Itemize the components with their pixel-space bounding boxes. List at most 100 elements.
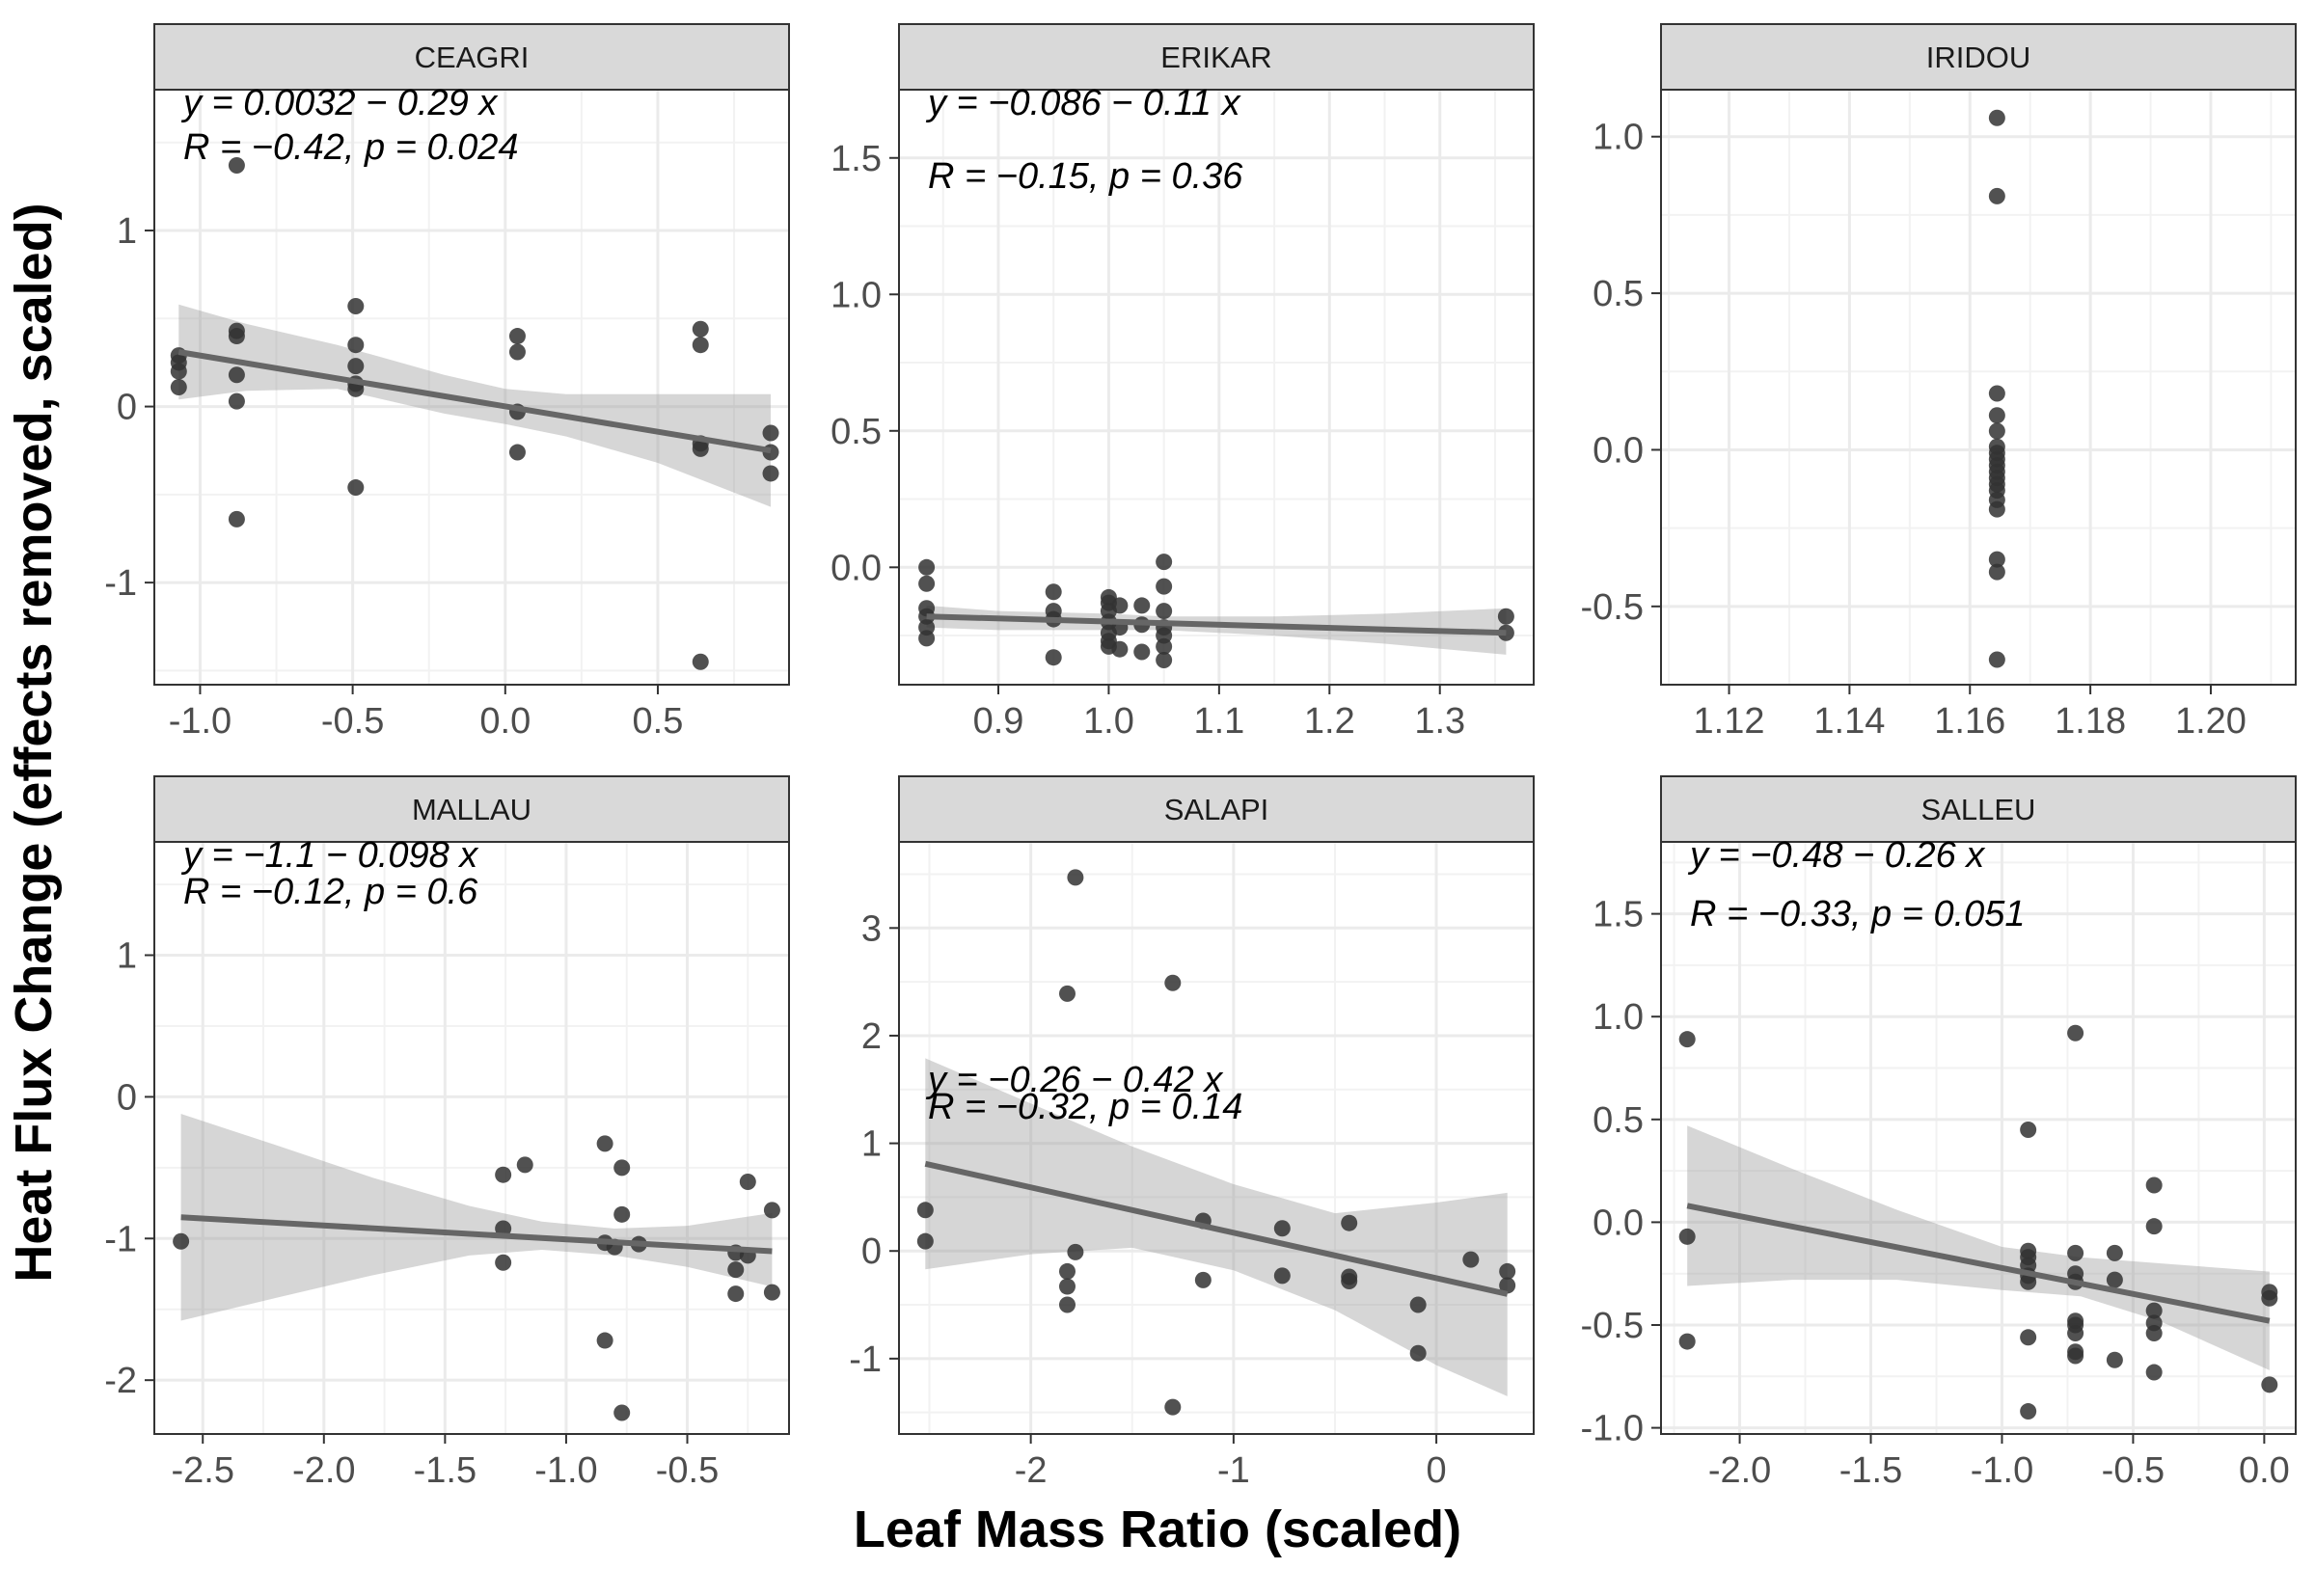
y-tick-label: -0.5 — [1581, 1306, 1644, 1346]
facet-strip-label: MALLAU — [412, 793, 531, 826]
data-point — [2106, 1351, 2123, 1368]
data-point — [596, 1332, 613, 1349]
data-point — [916, 1232, 934, 1250]
data-point — [613, 1205, 631, 1223]
confidence-band — [180, 1114, 773, 1321]
facet-strip — [153, 23, 790, 91]
data-point — [2067, 1347, 2084, 1365]
y-tick-label: -0.5 — [1581, 587, 1644, 628]
data-point — [1194, 1271, 1212, 1288]
y-tick-label: -1 — [104, 1219, 137, 1259]
confidence-band — [1687, 1125, 2270, 1370]
panel-erikar: ERIKAR 0.0 0.5 1.0 1.5 0.9 1.0 1.1 1.2 1.3 y = −0.… — [831, 23, 1535, 742]
data-point — [1067, 869, 1084, 886]
data-point — [228, 510, 245, 527]
data-point — [692, 320, 709, 338]
data-point — [692, 653, 709, 670]
data-point — [495, 1254, 512, 1271]
data-point — [228, 366, 245, 384]
data-point — [2020, 1403, 2037, 1420]
x-tick-label: 1.16 — [1934, 701, 2005, 742]
data-point — [2020, 1273, 2037, 1290]
data-point — [347, 479, 365, 497]
data-point — [1156, 637, 1173, 655]
y-tick-label: 0 — [117, 388, 137, 428]
facet-strip-label: IRIDOU — [1926, 41, 2031, 74]
data-point — [1164, 974, 1182, 991]
x-tick-label: 1.3 — [1414, 701, 1465, 742]
data-point — [1164, 1398, 1182, 1416]
y-tick-label: -1 — [849, 1339, 882, 1380]
x-tick-label: -0.5 — [2102, 1450, 2165, 1491]
data-point — [596, 1135, 613, 1152]
y-tick-label: 0.0 — [831, 548, 882, 588]
panel-background — [154, 90, 789, 685]
regression-equation: y = −0.48 − 0.26 x — [1687, 835, 1986, 876]
data-point — [2145, 1218, 2163, 1235]
data-point — [2261, 1376, 2278, 1393]
panel-salleu: SALLEU -1.0 -0.5 0.0 0.5 1.0 1.5 -2.0 -1.5 -1.0 -0… — [1581, 775, 2297, 1491]
data-point — [1499, 1277, 1516, 1294]
data-point — [727, 1261, 745, 1279]
x-tick-label: 0.0 — [479, 701, 531, 742]
data-point — [347, 337, 365, 354]
data-point — [1409, 1344, 1427, 1362]
panel-salapi: SALAPI -1 0 1 2 3 -2 -1 0 y = −0.26 − 0.42 xR = −… — [849, 775, 1535, 1491]
data-point — [228, 156, 245, 174]
regression-line — [924, 1160, 1509, 1297]
data-point — [347, 298, 365, 315]
x-tick-label: 1.18 — [2055, 701, 2126, 742]
y-tick-label: 3 — [861, 908, 882, 949]
data-point — [1156, 578, 1173, 595]
y-tick-label: 0.5 — [1593, 1100, 1644, 1141]
data-point — [228, 328, 245, 345]
facet-strip-label: SALAPI — [1164, 793, 1269, 826]
confidence-band — [178, 304, 772, 507]
data-point — [1058, 985, 1076, 1002]
data-point — [2067, 1325, 2084, 1342]
y-tick-label: 2 — [861, 1016, 882, 1057]
data-point — [1058, 1296, 1076, 1313]
data-point — [1067, 1243, 1084, 1260]
data-point — [1058, 1262, 1076, 1280]
x-tick-label: 1.12 — [1694, 701, 1765, 742]
x-tick-label: -1 — [1217, 1450, 1250, 1491]
data-point — [727, 1285, 745, 1303]
regression-line — [180, 1214, 773, 1255]
x-axis-label: Leaf Mass Ratio (scaled) — [853, 1501, 1462, 1558]
regression-line — [1686, 1203, 2271, 1324]
data-point — [762, 424, 779, 442]
regression-equation: y = −0.086 − 0.11 x — [925, 83, 1242, 123]
x-tick-label: 1.20 — [2175, 701, 2247, 742]
correlation-stats: R = −0.12, p = 0.6 — [183, 872, 478, 912]
facet-strip — [898, 23, 1535, 91]
data-point — [762, 465, 779, 482]
panel-ceagri: CEAGRI -1 0 1 -1.0 -0.5 0.0 0.5 y = 0.0032 − 0.2… — [104, 23, 790, 742]
regression-line — [926, 613, 1507, 636]
y-tick-label: 1.0 — [1593, 997, 1644, 1038]
data-point — [2067, 1244, 2084, 1261]
data-point — [2020, 1121, 2037, 1138]
panel-background — [899, 842, 1534, 1434]
data-point — [692, 440, 709, 457]
y-tick-label: 1.0 — [1593, 118, 1644, 158]
data-point — [1988, 651, 2005, 668]
y-tick-label: 0.5 — [1593, 274, 1644, 314]
data-point — [1045, 583, 1062, 601]
facet-strip — [1660, 23, 2297, 91]
x-tick-label: -2 — [1015, 1450, 1048, 1491]
data-point — [1341, 1214, 1358, 1231]
y-axis-label-container: Heat Flux Change (effects removed, scale… — [0, 0, 68, 1447]
data-point — [508, 444, 526, 461]
panel-background — [1661, 90, 2296, 685]
y-tick-label: 0.0 — [1593, 430, 1644, 471]
data-point — [1156, 603, 1173, 620]
data-point — [1988, 187, 2005, 204]
data-point — [1111, 640, 1129, 658]
y-tick-label: 1.5 — [831, 139, 882, 179]
x-tick-label: -2.0 — [1708, 1450, 1771, 1491]
data-point — [613, 1404, 631, 1421]
y-tick-label: 0.0 — [1593, 1203, 1644, 1243]
data-point — [1678, 1031, 1696, 1048]
